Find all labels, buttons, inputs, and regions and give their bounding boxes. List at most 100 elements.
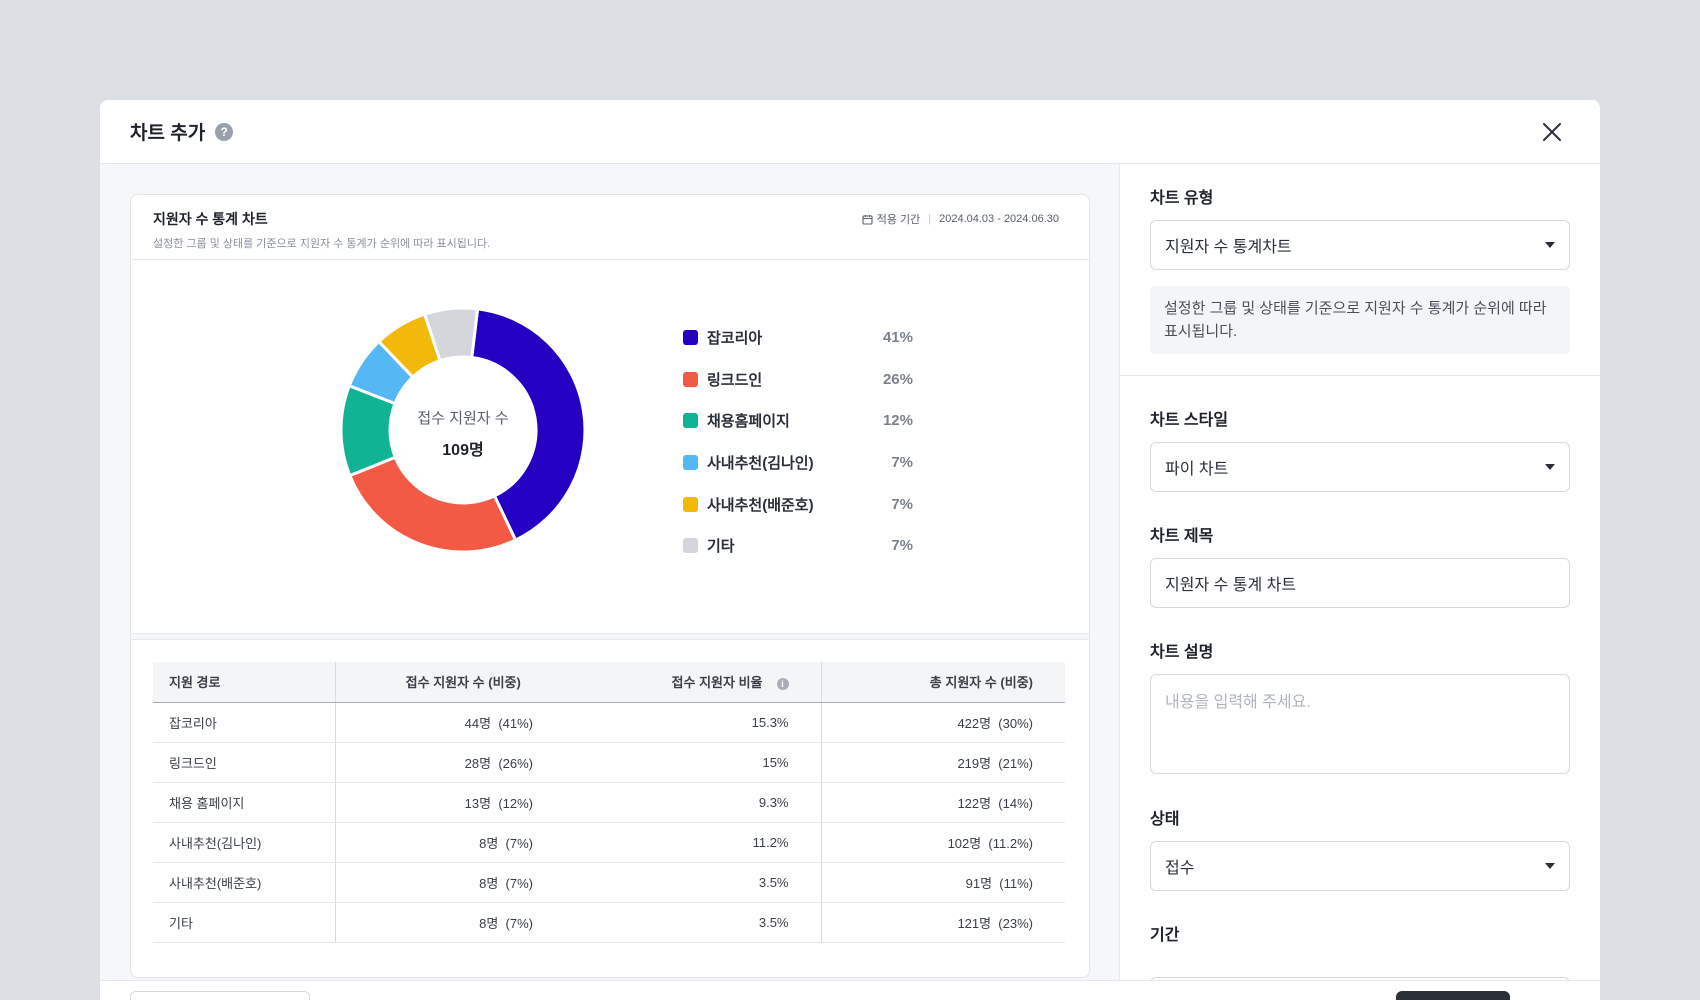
legend-swatch bbox=[683, 455, 698, 471]
legend-item: 채용홈페이지 12% bbox=[683, 400, 913, 442]
chart-preview-card: 지원자 수 통계 차트 설정한 그룹 및 상태를 기준으로 지원자 수 통계가 … bbox=[130, 194, 1090, 978]
chart-style-label: 차트 스타일 bbox=[1150, 412, 1229, 429]
close-icon bbox=[1543, 123, 1561, 141]
preview-description: 설정한 그룹 및 상태를 기준으로 지원자 수 통계가 순위에 따라 표시됩니다… bbox=[153, 238, 491, 250]
legend-swatch bbox=[683, 413, 698, 429]
cell-source: 잡코리아 bbox=[153, 702, 336, 743]
cell-received: 8명 (7%) bbox=[335, 902, 551, 943]
table-header-row: 지원 경로 접수 지원자 수 (비중) 접수 지원자 비율 i 총 지원자 수 (… bbox=[153, 662, 1065, 703]
status-select[interactable]: 접수 bbox=[1150, 841, 1570, 891]
period-section: 기간 bbox=[1120, 891, 1600, 945]
chart-title-label: 차트 제목 bbox=[1150, 528, 1214, 545]
preview-title: 지원자 수 통계 차트 bbox=[153, 211, 268, 227]
caret-down-icon bbox=[1545, 863, 1555, 869]
chart-title-input[interactable] bbox=[1150, 558, 1570, 608]
stats-table-wrap: 지원 경로 접수 지원자 수 (비중) 접수 지원자 비율 i 총 지원자 수 (… bbox=[131, 640, 1089, 943]
table-row: 기타 8명 (7%) 3.5% 121명 (23%) bbox=[153, 902, 1065, 943]
legend-item: 잡코리아 41% bbox=[683, 317, 913, 359]
chart-type-section: 차트 유형 지원자 수 통계차트 설정한 그룹 및 상태를 기준으로 지원자 수… bbox=[1120, 164, 1600, 376]
status-value: 접수 bbox=[1165, 860, 1195, 877]
legend-percent: 7% bbox=[891, 454, 913, 472]
period-info: 적용 기간 | 2024.04.03 - 2024.06.30 bbox=[862, 211, 1059, 227]
chart-title-section: 차트 제목 bbox=[1120, 492, 1600, 608]
legend-item: 링크드인 26% bbox=[683, 359, 913, 401]
cell-total: 219명 (21%) bbox=[821, 742, 1065, 783]
cell-source: 기타 bbox=[153, 902, 336, 943]
table-row: 채용 홈페이지 13명 (12%) 9.3% 122명 (14%) bbox=[153, 782, 1065, 823]
footer-primary-button[interactable] bbox=[1396, 991, 1510, 1000]
chart-type-select[interactable]: 지원자 수 통계차트 bbox=[1150, 220, 1570, 270]
calendar-icon bbox=[862, 214, 873, 225]
add-chart-modal: 차트 추가 ? 지원자 수 통계 차트 설정한 그룹 및 상태를 기준으로 지원… bbox=[100, 100, 1600, 1000]
cell-total: 121명 (23%) bbox=[821, 902, 1065, 943]
cell-source: 사내추천(배준호) bbox=[153, 862, 336, 903]
divider: | bbox=[928, 213, 932, 225]
modal-header: 차트 추가 ? bbox=[100, 100, 1600, 164]
table-row: 사내추천(김나인) 8명 (7%) 11.2% 102명 (11.2%) bbox=[153, 822, 1065, 863]
donut-slice[interactable] bbox=[422, 306, 480, 363]
legend-swatch bbox=[683, 371, 698, 387]
cell-ratio: 3.5% bbox=[551, 902, 822, 943]
legend-label: 링크드인 bbox=[707, 371, 763, 389]
legend-percent: 26% bbox=[882, 370, 913, 388]
legend-label: 채용홈페이지 bbox=[707, 413, 790, 431]
period-field-label: 기간 bbox=[1150, 927, 1180, 944]
chart-style-value: 파이 차트 bbox=[1165, 461, 1229, 478]
donut-chart-area: 접수 지원자 수 109명 잡코리아 41% 링크드인 26% 채용홈페이지 12% 사내추… bbox=[131, 260, 1089, 634]
help-icon[interactable]: ? bbox=[215, 122, 234, 141]
status-section: 상태 접수 bbox=[1120, 779, 1600, 891]
col-header-ratio-label: 접수 지원자 비율 bbox=[671, 675, 763, 691]
donut-slice[interactable] bbox=[470, 307, 587, 543]
legend-percent: 41% bbox=[882, 329, 913, 347]
cell-ratio: 11.2% bbox=[551, 822, 822, 863]
cell-ratio: 15% bbox=[551, 742, 822, 783]
cell-ratio: 9.3% bbox=[551, 782, 822, 823]
chart-desc-textarea[interactable] bbox=[1150, 674, 1570, 774]
close-button[interactable] bbox=[1540, 120, 1564, 144]
col-header-received: 접수 지원자 수 (비중) bbox=[335, 662, 551, 703]
card-header: 지원자 수 통계 차트 설정한 그룹 및 상태를 기준으로 지원자 수 통계가 … bbox=[131, 195, 1089, 260]
legend-swatch bbox=[683, 496, 698, 512]
chart-preview-pane: 지원자 수 통계 차트 설정한 그룹 및 상태를 기준으로 지원자 수 통계가 … bbox=[100, 164, 1120, 1000]
cell-total: 422명 (30%) bbox=[821, 702, 1065, 743]
cell-received: 28명 (26%) bbox=[335, 742, 551, 783]
legend-item: 기타 7% bbox=[683, 525, 913, 567]
cell-ratio: 15.3% bbox=[551, 702, 822, 743]
cell-source: 링크드인 bbox=[153, 742, 336, 783]
legend-item: 사내추천(배준호) 7% bbox=[683, 483, 913, 525]
status-label: 상태 bbox=[1150, 811, 1180, 828]
modal-title: 차트 추가 bbox=[130, 123, 206, 144]
chart-type-value: 지원자 수 통계차트 bbox=[1165, 239, 1292, 256]
divider bbox=[131, 634, 1089, 640]
donut-center-value: 109명 bbox=[442, 442, 484, 459]
cell-received: 13명 (12%) bbox=[335, 782, 551, 823]
settings-pane: 차트 유형 지원자 수 통계차트 설정한 그룹 및 상태를 기준으로 지원자 수… bbox=[1120, 164, 1600, 1000]
chart-style-select[interactable]: 파이 차트 bbox=[1150, 442, 1570, 492]
legend-label: 사내추천(배준호) bbox=[707, 496, 814, 514]
col-header-ratio: 접수 지원자 비율 i bbox=[551, 662, 822, 703]
donut-chart bbox=[339, 306, 587, 554]
legend-percent: 7% bbox=[891, 537, 913, 555]
caret-down-icon bbox=[1545, 464, 1555, 470]
chart-desc-label: 차트 설명 bbox=[1150, 644, 1214, 661]
donut-center-label: 접수 지원자 수 bbox=[417, 410, 509, 427]
cell-total: 102명 (11.2%) bbox=[821, 822, 1065, 863]
table-row: 사내추천(배준호) 8명 (7%) 3.5% 91명 (11%) bbox=[153, 862, 1065, 903]
donut-slice[interactable] bbox=[347, 455, 518, 554]
stats-table: 지원 경로 접수 지원자 수 (비중) 접수 지원자 비율 i 총 지원자 수 (… bbox=[153, 662, 1065, 943]
period-value: 2024.04.03 - 2024.06.30 bbox=[939, 213, 1059, 225]
period-label: 적용 기간 bbox=[876, 214, 921, 226]
chart-type-info: 설정한 그룹 및 상태를 기준으로 지원자 수 통계가 순위에 따라 표시됩니다… bbox=[1150, 286, 1570, 354]
cell-total: 122명 (14%) bbox=[821, 782, 1065, 823]
info-icon[interactable]: i bbox=[776, 677, 789, 690]
chart-style-section: 차트 스타일 파이 차트 bbox=[1120, 376, 1600, 492]
legend-percent: 7% bbox=[891, 495, 913, 513]
legend-label: 기타 bbox=[707, 538, 735, 556]
legend-item: 사내추천(김나인) 7% bbox=[683, 442, 913, 484]
cell-received: 8명 (7%) bbox=[335, 822, 551, 863]
legend-label: 잡코리아 bbox=[707, 330, 763, 348]
footer-secondary-button[interactable] bbox=[130, 991, 310, 1000]
chart-type-label: 차트 유형 bbox=[1150, 190, 1214, 207]
cell-received: 44명 (41%) bbox=[335, 702, 551, 743]
